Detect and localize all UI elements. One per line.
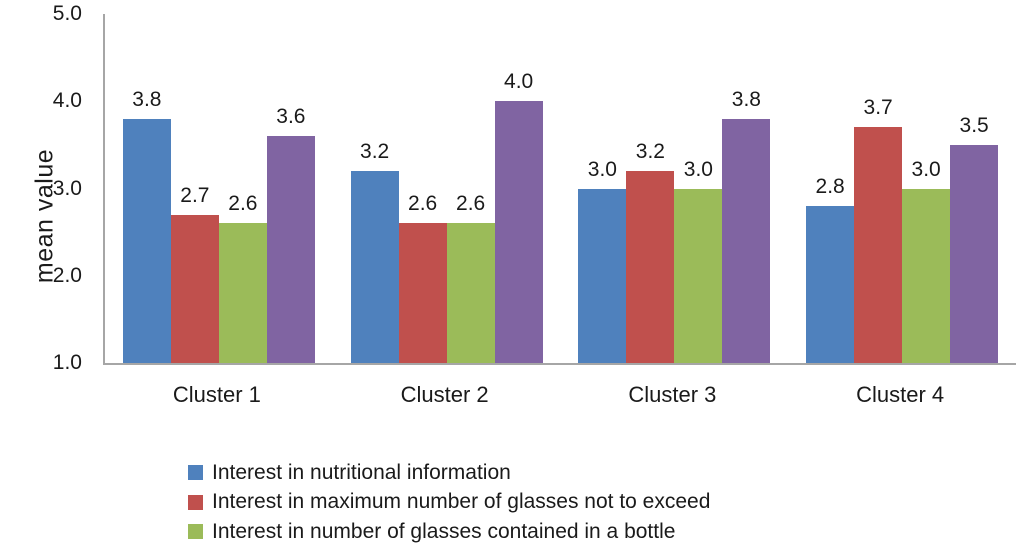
x-category-label: Cluster 4 — [856, 382, 945, 407]
legend-item: Interest in maximum number of glasses no… — [188, 488, 710, 518]
y-tick-label: 4.0 — [52, 89, 82, 113]
plot-area: 3.8 2.7 2.6 3.6 3.2 2.6 2.6 4.0 3.0 3.2 3.0 3.8 2.8 3… — [103, 14, 1016, 365]
cluster-group: 3.0 3.2 3.0 3.8 — [561, 14, 789, 363]
bar: 2.7 — [170, 184, 219, 363]
bar-data-label: 2.8 — [815, 174, 845, 198]
y-tick-label: 2.0 — [52, 263, 82, 287]
x-category-label: Cluster 3 — [628, 382, 717, 407]
bar: 3.8 — [122, 88, 171, 363]
legend-item: Interest in nutritional information — [188, 458, 710, 488]
legend-item: Interest in number of glasses contained … — [188, 517, 710, 547]
x-category-label: Cluster 2 — [400, 382, 489, 407]
x-category-label: Cluster 1 — [172, 382, 261, 407]
bar-data-label: 2.6 — [228, 192, 258, 216]
bar: 3.2 — [350, 140, 399, 363]
y-tick-label: 1.0 — [52, 351, 82, 374]
bar: 3.0 — [674, 158, 723, 363]
bar-data-label: 3.5 — [959, 113, 989, 137]
bar-data-label: 3.0 — [683, 157, 713, 181]
cluster-group: 2.8 3.7 3.0 3.5 — [788, 14, 1016, 363]
bar-data-label: 3.8 — [731, 87, 761, 111]
bar: 3.0 — [902, 158, 951, 363]
bar: 2.6 — [218, 192, 267, 363]
bar: 3.6 — [266, 105, 315, 363]
y-tick-label: 3.0 — [52, 176, 82, 200]
legend-label: Interest in nutritional information — [212, 460, 511, 484]
bar: 2.6 — [398, 192, 447, 363]
bar: 3.5 — [950, 114, 999, 363]
legend-swatch-icon — [188, 524, 203, 540]
bar-data-label: 2.6 — [408, 192, 438, 216]
legend-swatch-icon — [188, 494, 203, 510]
legend-label: Interest in maximum number of glasses no… — [212, 490, 711, 514]
bar: 2.8 — [806, 175, 855, 363]
bar: 4.0 — [494, 70, 543, 363]
x-axis-category-labels: Cluster 1 Cluster 2 Cluster 3 Cluster 4 — [103, 382, 1014, 408]
bar: 3.0 — [578, 158, 627, 363]
bar-data-label: 3.0 — [911, 157, 941, 181]
bar-data-label: 3.6 — [276, 105, 306, 129]
bar-data-label: 3.8 — [132, 87, 162, 111]
y-tick-label: 5.0 — [52, 2, 82, 25]
y-axis-tick-labels: 5.0 4.0 3.0 2.0 1.0 — [0, 0, 84, 420]
bar: 3.8 — [722, 88, 771, 363]
cluster-group: 3.2 2.6 2.6 4.0 — [333, 14, 561, 363]
bar-data-label: 3.2 — [635, 140, 665, 164]
bar: 3.7 — [854, 96, 903, 363]
bar-data-label: 2.7 — [180, 183, 210, 207]
legend-swatch-icon — [188, 465, 203, 481]
bar-data-label: 2.6 — [456, 192, 486, 216]
bar-data-label: 4.0 — [504, 70, 534, 94]
bar-data-label: 3.2 — [360, 140, 390, 164]
chart-legend: Interest in nutritional information Inter… — [188, 458, 710, 547]
bar-data-label: 3.0 — [587, 157, 617, 181]
bar: 3.2 — [626, 140, 675, 363]
cluster-group: 3.8 2.7 2.6 3.6 — [105, 14, 333, 363]
legend-label: Interest in number of glasses contained … — [212, 519, 676, 543]
bar-data-label: 3.7 — [863, 96, 893, 120]
bar: 2.6 — [446, 192, 495, 363]
